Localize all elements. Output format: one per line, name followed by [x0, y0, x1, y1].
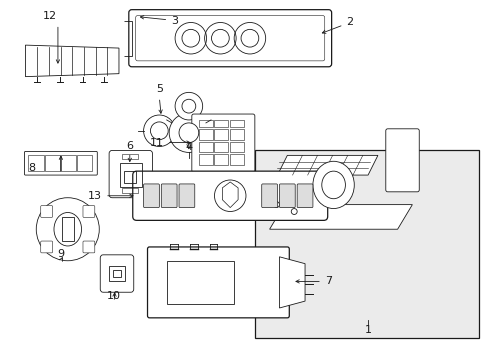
Bar [214, 120, 228, 127]
Bar [214, 129, 228, 140]
Polygon shape [25, 45, 119, 77]
Text: 5: 5 [156, 84, 163, 94]
Bar [122, 154, 138, 159]
FancyBboxPatch shape [179, 184, 194, 208]
Bar [230, 141, 244, 152]
FancyBboxPatch shape [297, 184, 312, 208]
FancyBboxPatch shape [41, 206, 52, 217]
Circle shape [36, 198, 99, 261]
Ellipse shape [321, 171, 345, 199]
Polygon shape [269, 204, 411, 229]
FancyBboxPatch shape [41, 241, 52, 253]
Bar [77, 156, 92, 171]
Circle shape [175, 93, 202, 120]
Bar [214, 154, 228, 165]
Text: 9: 9 [57, 249, 64, 259]
Bar [230, 154, 244, 165]
FancyBboxPatch shape [261, 184, 277, 208]
Bar [198, 141, 212, 152]
FancyBboxPatch shape [279, 184, 295, 208]
Bar [230, 129, 244, 140]
FancyBboxPatch shape [385, 129, 418, 192]
Text: 7: 7 [295, 276, 331, 287]
Circle shape [169, 113, 208, 152]
FancyBboxPatch shape [24, 152, 97, 175]
Polygon shape [279, 257, 305, 308]
Text: 3: 3 [140, 15, 178, 26]
Polygon shape [277, 156, 377, 175]
Bar [120, 163, 142, 187]
Text: 4: 4 [185, 141, 192, 152]
Bar [113, 270, 121, 278]
Circle shape [179, 123, 198, 143]
Bar [28, 156, 43, 171]
Bar [198, 154, 212, 165]
Text: 6: 6 [126, 140, 133, 150]
Bar [254, 150, 478, 338]
Circle shape [214, 180, 245, 212]
Bar [109, 266, 124, 282]
Bar [230, 120, 244, 127]
Bar [167, 261, 234, 304]
Text: 10: 10 [107, 291, 121, 301]
Ellipse shape [54, 212, 81, 246]
Text: 12: 12 [43, 11, 57, 21]
Bar [62, 217, 74, 241]
Ellipse shape [312, 161, 353, 208]
Text: 1: 1 [364, 325, 371, 335]
Bar [198, 120, 212, 127]
FancyBboxPatch shape [83, 241, 95, 253]
Bar [198, 129, 212, 140]
FancyBboxPatch shape [191, 114, 254, 172]
Bar [122, 188, 138, 193]
FancyBboxPatch shape [109, 150, 152, 198]
Circle shape [150, 122, 168, 140]
Text: 2: 2 [322, 18, 353, 33]
FancyBboxPatch shape [143, 184, 159, 208]
FancyBboxPatch shape [147, 247, 289, 318]
FancyBboxPatch shape [128, 10, 331, 67]
Circle shape [143, 115, 175, 147]
FancyBboxPatch shape [83, 206, 95, 217]
Polygon shape [387, 131, 416, 190]
FancyBboxPatch shape [161, 184, 177, 208]
Circle shape [182, 99, 195, 113]
Bar [44, 156, 60, 171]
FancyBboxPatch shape [100, 255, 133, 292]
Bar [61, 156, 76, 171]
Text: 8: 8 [28, 163, 35, 173]
Bar [214, 141, 228, 152]
Text: 11: 11 [150, 138, 190, 148]
Text: 13: 13 [88, 191, 133, 201]
Bar [123, 171, 136, 183]
FancyBboxPatch shape [132, 171, 327, 220]
